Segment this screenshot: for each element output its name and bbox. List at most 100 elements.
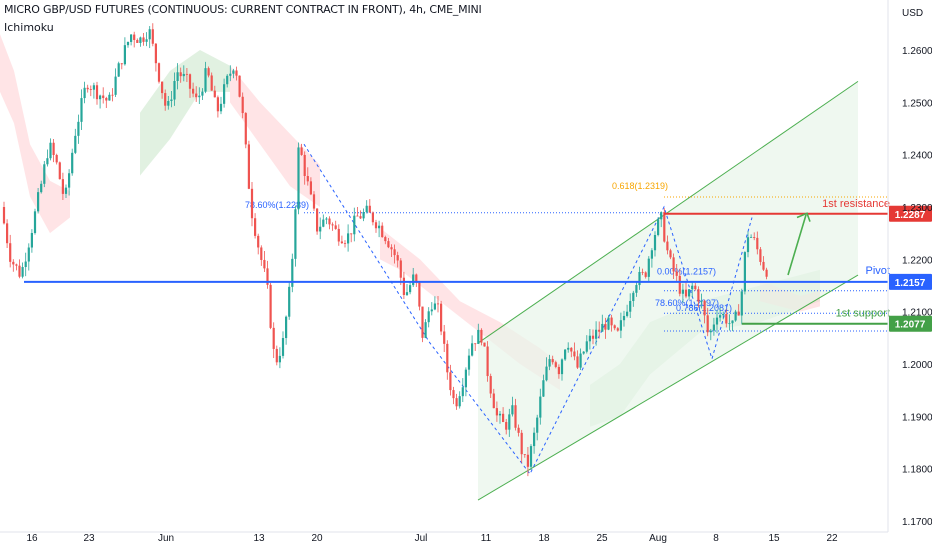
candle-body bbox=[312, 194, 316, 209]
candle-body bbox=[331, 224, 334, 226]
candle-body bbox=[418, 282, 421, 307]
candle-body bbox=[142, 37, 145, 42]
candle-body bbox=[105, 98, 108, 101]
candle-body bbox=[114, 76, 117, 95]
candle-body bbox=[219, 103, 223, 112]
candle-body bbox=[238, 75, 241, 97]
candle-body bbox=[176, 72, 179, 81]
candle-body bbox=[626, 311, 629, 316]
candle-body bbox=[548, 359, 551, 367]
candle-body bbox=[161, 81, 164, 94]
candle-body bbox=[471, 343, 474, 356]
indicator-label[interactable]: Ichimoku bbox=[4, 21, 54, 34]
candle-body bbox=[498, 413, 502, 416]
candle-body bbox=[762, 261, 765, 270]
x-tick-label: 16 bbox=[26, 533, 38, 544]
support-label: 1st support bbox=[836, 308, 890, 320]
candle-body bbox=[350, 233, 353, 235]
candle-body bbox=[77, 121, 80, 136]
candle-body bbox=[207, 68, 210, 76]
chart-title: MICRO GBP/USD FUTURES (CONTINUOUS: CURRE… bbox=[4, 3, 482, 16]
candle-body bbox=[483, 342, 486, 347]
candle-body bbox=[759, 249, 762, 262]
candle-body bbox=[722, 313, 725, 316]
candle-body bbox=[275, 348, 278, 363]
candle-body bbox=[610, 317, 613, 326]
candle-body bbox=[300, 147, 303, 155]
y-tick-label: 1.1800 bbox=[902, 465, 932, 476]
candle-body bbox=[706, 315, 709, 333]
candle-body bbox=[151, 29, 154, 44]
candle-body bbox=[629, 301, 632, 312]
candle-body bbox=[198, 95, 201, 98]
candle-body bbox=[319, 226, 322, 232]
candle-body bbox=[436, 303, 440, 305]
candle-body bbox=[588, 335, 591, 342]
candle-body bbox=[477, 329, 480, 344]
candle-body bbox=[306, 176, 309, 182]
candle-body bbox=[247, 144, 250, 189]
fib-label: 0.00%(1.2157) bbox=[657, 267, 716, 277]
candle-body bbox=[449, 372, 452, 391]
candle-body bbox=[675, 271, 678, 276]
candle-body bbox=[480, 329, 483, 343]
candle-body bbox=[570, 347, 573, 352]
candle-body bbox=[285, 316, 288, 339]
candle-body bbox=[514, 405, 517, 428]
x-tick-label: 11 bbox=[481, 533, 492, 544]
candle-body bbox=[133, 34, 136, 40]
candle-body bbox=[734, 311, 737, 321]
candle-body bbox=[719, 315, 722, 318]
candle-body bbox=[461, 387, 464, 397]
candle-body bbox=[281, 338, 285, 356]
candle-body bbox=[433, 303, 436, 310]
candle-body bbox=[272, 327, 275, 349]
y-tick-label: 1.2400 bbox=[902, 151, 932, 162]
candle-body bbox=[303, 154, 306, 177]
key-levels: 1st resistance 1.2287 Pivot 1.2157 1st suppo… bbox=[24, 198, 932, 332]
candle-body bbox=[241, 96, 244, 114]
candle-body bbox=[743, 252, 746, 292]
candle-body bbox=[322, 219, 325, 227]
candle-body bbox=[557, 366, 560, 375]
candle-body bbox=[697, 289, 700, 302]
candle-body bbox=[294, 209, 297, 259]
candle-body bbox=[102, 95, 105, 99]
channel-lower-line bbox=[477, 274, 859, 501]
x-tick-label: 15 bbox=[768, 533, 780, 544]
y-tick-label: 1.2600 bbox=[902, 46, 932, 57]
candle-body bbox=[343, 243, 347, 244]
candle-body bbox=[753, 237, 756, 238]
candle-body bbox=[213, 90, 216, 98]
candle-body bbox=[347, 233, 350, 244]
candle-body bbox=[170, 99, 173, 101]
candle-body bbox=[650, 250, 653, 259]
fib-label: 78.60%(1.2289) bbox=[245, 200, 309, 210]
candle-body bbox=[86, 87, 89, 90]
candle-body bbox=[529, 446, 533, 467]
candle-body bbox=[58, 162, 61, 180]
candle-body bbox=[52, 142, 55, 155]
candle-body bbox=[55, 154, 58, 163]
candle-body bbox=[694, 285, 697, 290]
candle-body bbox=[520, 432, 523, 455]
candle-body bbox=[244, 113, 247, 145]
candle-body bbox=[647, 258, 650, 277]
candle-body bbox=[536, 417, 539, 433]
candle-body bbox=[545, 366, 548, 381]
candle-body bbox=[641, 271, 644, 273]
candle-body bbox=[517, 427, 520, 433]
candle-body bbox=[402, 277, 405, 295]
candle-body bbox=[526, 454, 529, 467]
candle-body bbox=[381, 225, 384, 238]
candle-body bbox=[216, 97, 219, 112]
candle-body bbox=[551, 359, 554, 363]
candle-body bbox=[250, 188, 254, 219]
candle-body bbox=[582, 351, 585, 354]
candle-body bbox=[37, 192, 40, 212]
projection-arrow-icon bbox=[787, 214, 807, 276]
support-price-value: 1.2077 bbox=[895, 320, 926, 331]
candle-body bbox=[108, 94, 111, 101]
candle-body bbox=[511, 405, 514, 415]
